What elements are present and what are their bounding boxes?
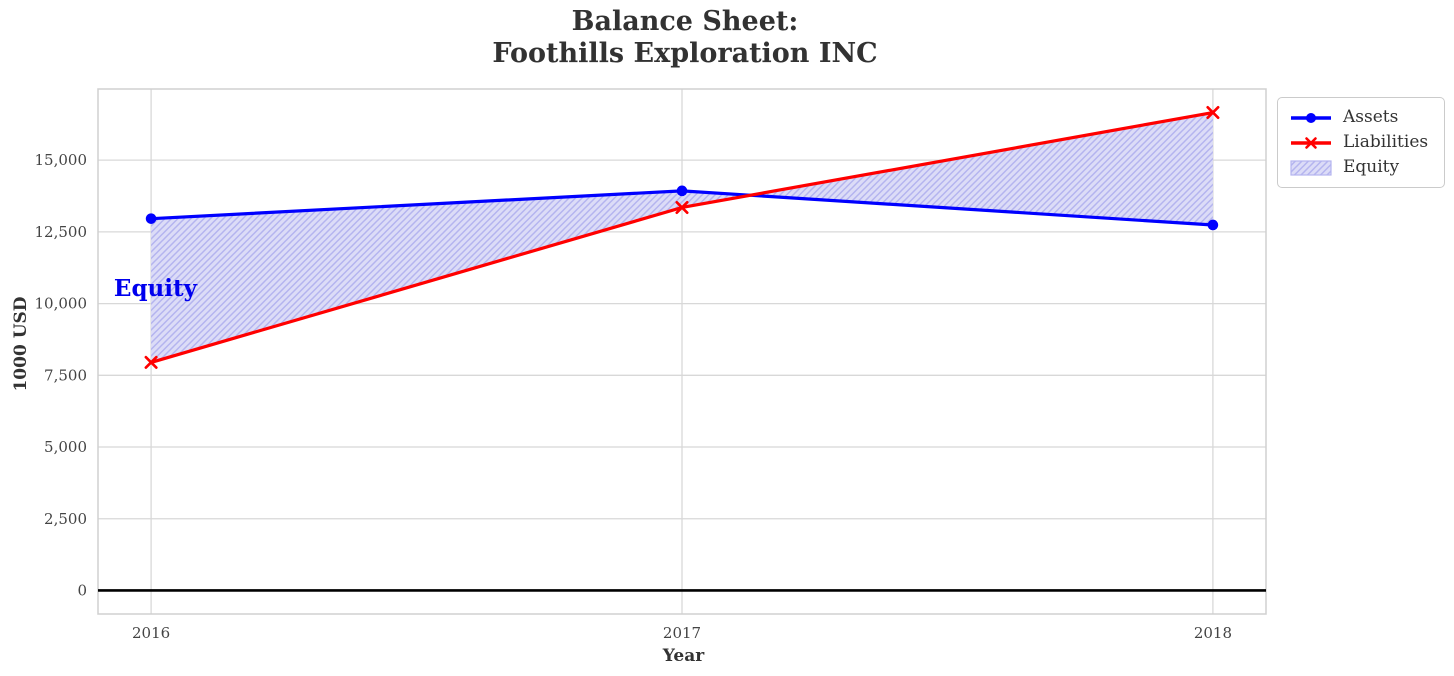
legend: Assets Liabilities Equity [1277, 97, 1445, 188]
legend-label-equity: Equity [1343, 157, 1400, 177]
svg-text:2016: 2016 [132, 624, 170, 642]
liabilities-line-swatch-icon [1291, 136, 1331, 149]
y-axis-label: 1000 USD [11, 296, 31, 392]
equity-annotation: Equity [113, 275, 197, 303]
svg-text:10,000: 10,000 [35, 295, 88, 313]
svg-text:12,500: 12,500 [35, 223, 88, 241]
legend-item-equity: Equity [1290, 159, 1432, 176]
chart-title-line-1: Balance Sheet: [571, 6, 799, 37]
legend-item-liabilities: Liabilities [1290, 134, 1432, 151]
svg-text:2,500: 2,500 [44, 510, 87, 528]
svg-text:0: 0 [77, 581, 87, 599]
legend-label-liabilities: Liabilities [1343, 132, 1429, 152]
svg-text:5,000: 5,000 [44, 438, 87, 456]
svg-text:7,500: 7,500 [44, 366, 87, 384]
svg-text:2018: 2018 [1194, 624, 1232, 642]
legend-item-assets: Assets [1290, 109, 1432, 126]
svg-text:15,000: 15,000 [35, 151, 88, 169]
equity-patch-swatch-icon [1290, 159, 1332, 176]
svg-text:2017: 2017 [663, 624, 701, 642]
chart-title-line-2: Foothills Exploration INC [492, 38, 878, 69]
legend-label-assets: Assets [1343, 107, 1399, 127]
x-axis-label: Year [662, 646, 705, 666]
assets-line-swatch-icon [1291, 112, 1331, 123]
chart-title: Balance Sheet: Foothills Exploration INC [100, 6, 1270, 70]
